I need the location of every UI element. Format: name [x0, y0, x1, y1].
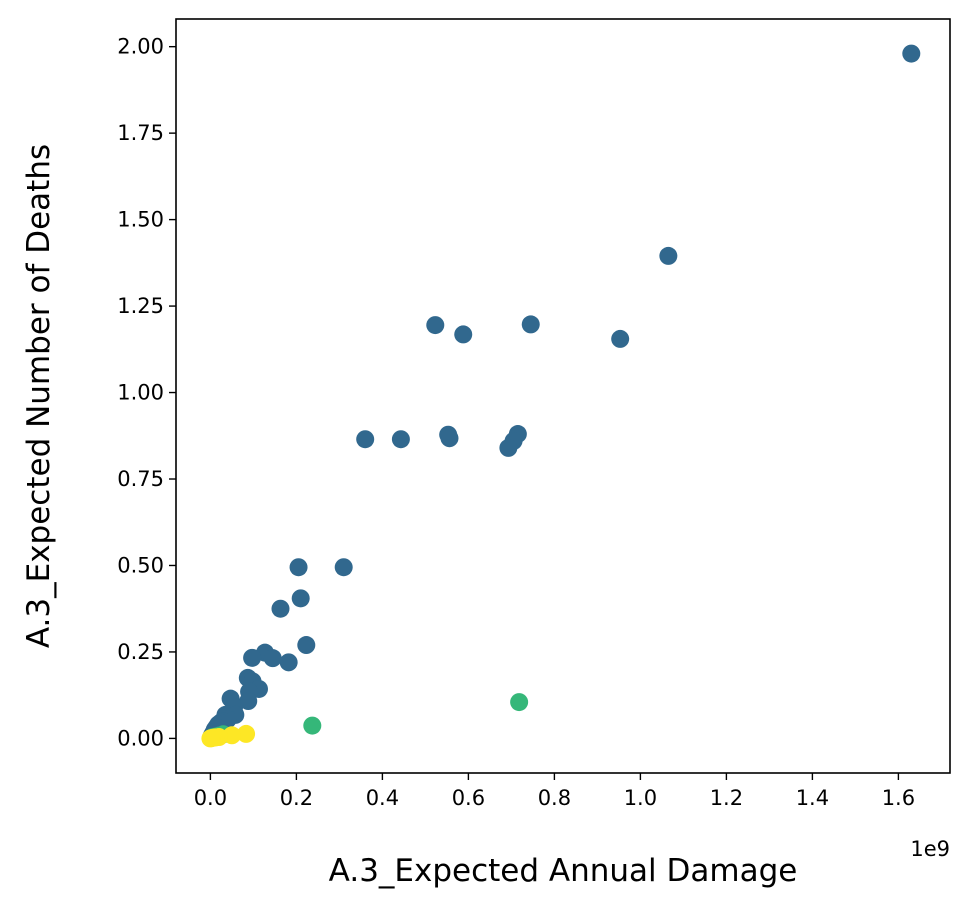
y-axis-ticks: 0.00 0.25 0.50 0.75 1.00 1.25 1.50 1.75 2.00 — [117, 35, 176, 750]
x-axis-title: A.3_Expected Annual Damage — [329, 853, 798, 889]
x-axis-offset-label: 1e9 — [910, 837, 950, 861]
y-tick-label: 0.00 — [117, 726, 164, 750]
y-tick-label: 1.50 — [117, 208, 164, 232]
scatter-point — [239, 692, 258, 711]
scatter-point — [201, 729, 220, 748]
scatter-point — [426, 316, 445, 335]
scatter-point — [271, 599, 290, 618]
y-tick-label: 0.25 — [117, 640, 164, 664]
x-tick-label: 1.6 — [882, 786, 915, 810]
y-tick-label: 2.00 — [117, 35, 164, 59]
scatter-point — [391, 430, 410, 449]
x-tick-label: 0.0 — [194, 786, 227, 810]
x-tick-label: 1.2 — [710, 786, 743, 810]
x-tick-label: 1.4 — [796, 786, 829, 810]
scatter-point — [510, 693, 529, 712]
scatter-point — [291, 589, 310, 608]
x-tick-label: 0.4 — [366, 786, 399, 810]
x-tick-label: 0.2 — [280, 786, 313, 810]
x-axis-ticks: 0.0 0.2 0.4 0.6 0.8 1.0 1.2 1.4 1.6 — [194, 773, 915, 810]
scatter-point — [356, 430, 375, 449]
x-tick-label: 1.0 — [624, 786, 657, 810]
scatter-point — [279, 653, 298, 672]
scatter-point — [303, 716, 322, 735]
y-tick-label: 0.75 — [117, 467, 164, 491]
y-tick-label: 1.25 — [117, 294, 164, 318]
scatter-point — [263, 649, 282, 668]
scatter-point — [499, 438, 518, 457]
y-tick-label: 1.00 — [117, 381, 164, 405]
scatter-point — [243, 648, 262, 667]
plot-frame — [175, 18, 951, 774]
points-layer — [201, 44, 921, 748]
scatter-point — [611, 329, 630, 348]
y-tick-label: 1.75 — [117, 121, 164, 145]
scatter-point — [521, 315, 540, 334]
scatter-point — [289, 558, 308, 577]
scatter-point — [440, 429, 459, 448]
scatter-point — [297, 636, 316, 655]
x-tick-label: 0.6 — [452, 786, 485, 810]
scatter-point — [454, 325, 473, 344]
y-axis-title: A.3_Expected Number of Deaths — [21, 144, 57, 648]
y-tick-label: 0.50 — [117, 553, 164, 577]
scatter-point — [237, 724, 256, 743]
scatter-point — [902, 44, 921, 63]
x-tick-label: 0.8 — [538, 786, 571, 810]
scatter-point — [659, 246, 678, 265]
scatter-point — [334, 558, 353, 577]
